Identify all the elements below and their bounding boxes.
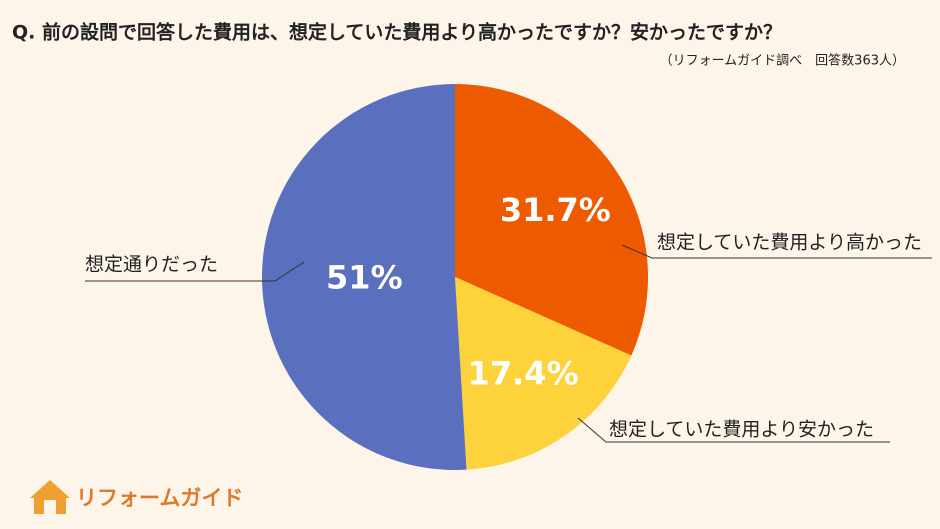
- leader-line: [85, 261, 305, 282]
- leader-line: [577, 417, 890, 443]
- brand-logo: リフォームガイド: [30, 480, 243, 514]
- chart-subtitle: （リフォームガイド調べ 回答数363人）: [660, 53, 905, 69]
- value-label: 51%: [326, 259, 403, 297]
- pie-slice: [261, 84, 467, 471]
- leader-line: [621, 244, 932, 259]
- logo-door: [44, 500, 56, 514]
- brand-name: リフォームガイド: [76, 486, 243, 510]
- category-label: 想定していた費用より安かった: [609, 419, 874, 441]
- category-label: 想定していた費用より高かった: [657, 232, 922, 254]
- category-label: 想定通りだった: [85, 254, 218, 276]
- value-label: 17.4%: [468, 354, 579, 392]
- value-label: 31.7%: [500, 191, 611, 229]
- logo-house: [30, 480, 70, 514]
- chart-title: Q. 前の設問で回答した費用は、想定していた費用より高かったですか？安かったです…: [12, 21, 782, 44]
- pie-slice: [455, 277, 632, 470]
- pie-slice: [455, 84, 648, 356]
